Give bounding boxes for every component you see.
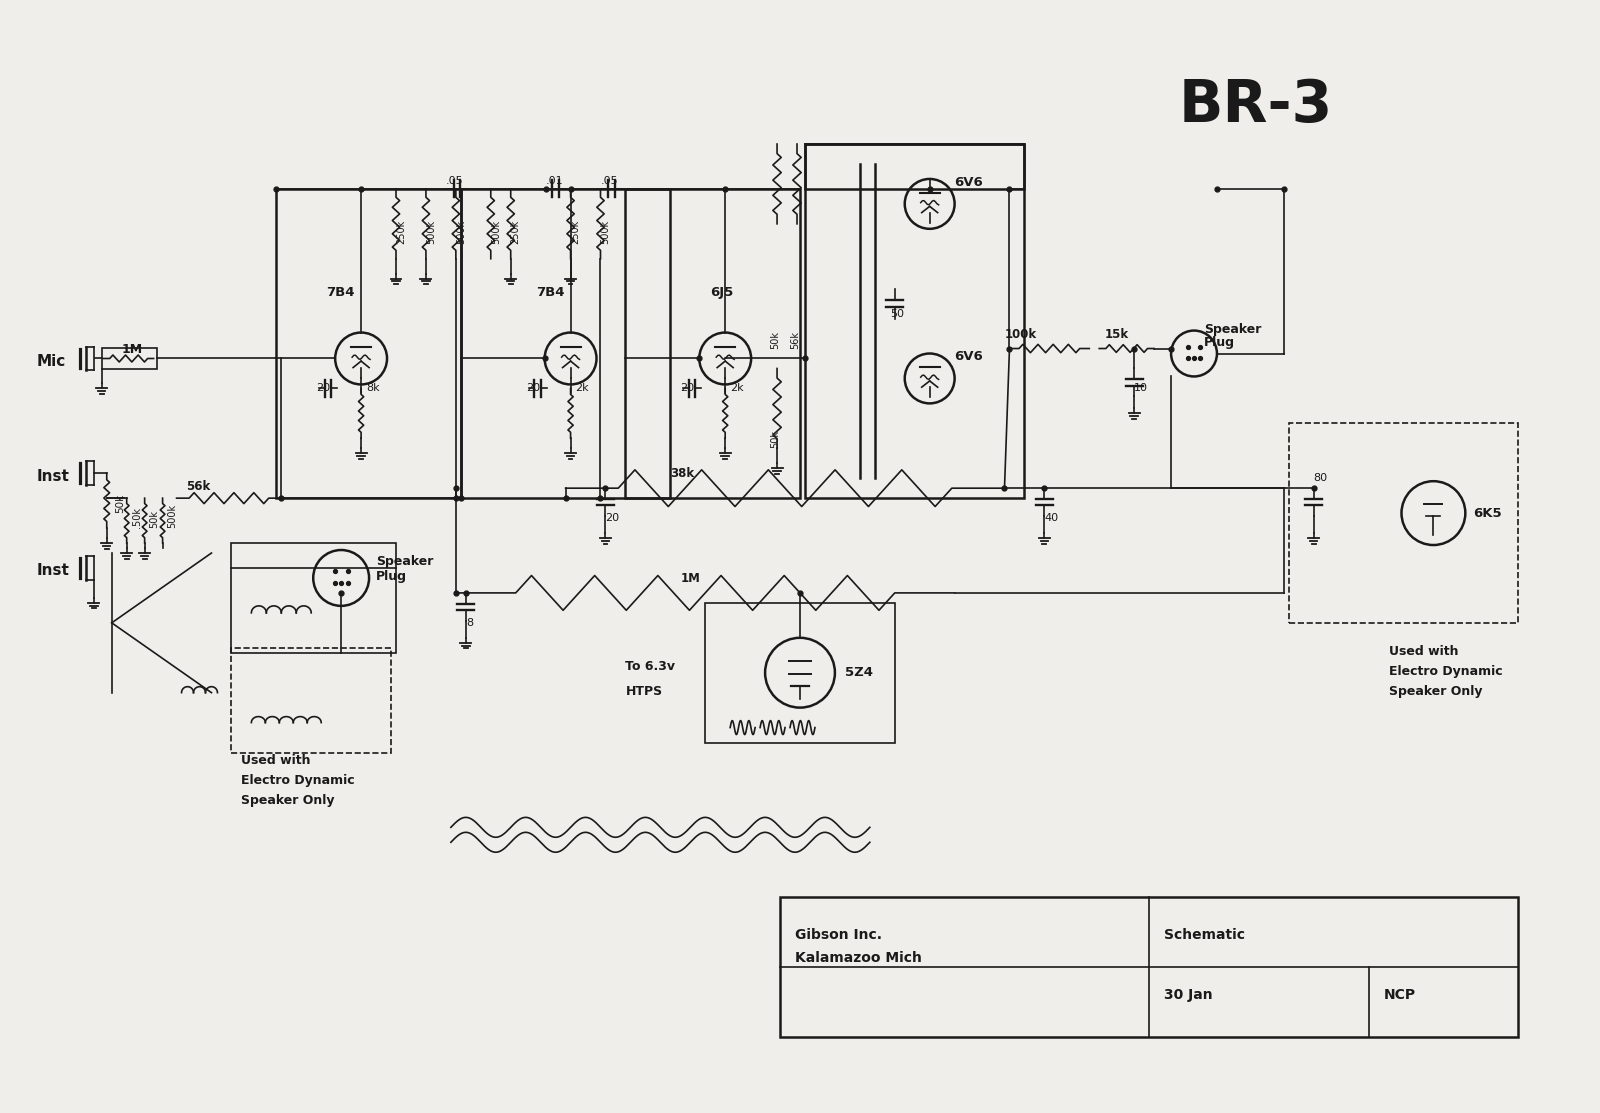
Text: 500k: 500k bbox=[168, 504, 178, 528]
Text: Electro Dynamic: Electro Dynamic bbox=[1389, 664, 1502, 678]
Bar bbox=[232, 543, 397, 652]
Text: Used with: Used with bbox=[1389, 644, 1458, 658]
Text: .05: .05 bbox=[446, 176, 464, 186]
Text: To 6.3v: To 6.3v bbox=[626, 660, 675, 672]
Text: Plug: Plug bbox=[376, 570, 406, 583]
Text: 50k: 50k bbox=[770, 331, 781, 348]
Text: Electro Dynamic: Electro Dynamic bbox=[242, 775, 355, 787]
Text: BR-3: BR-3 bbox=[1179, 77, 1333, 134]
Text: Speaker Only: Speaker Only bbox=[242, 795, 334, 807]
Text: 56k: 56k bbox=[790, 331, 800, 348]
Text: 250k: 250k bbox=[397, 219, 406, 244]
Text: 500k: 500k bbox=[456, 219, 466, 244]
Text: 6K5: 6K5 bbox=[1474, 506, 1502, 520]
Text: Schematic: Schematic bbox=[1165, 928, 1245, 942]
Text: 10: 10 bbox=[1134, 383, 1149, 393]
Text: Speaker Only: Speaker Only bbox=[1389, 684, 1482, 698]
Text: .05: .05 bbox=[600, 176, 618, 186]
Text: 80: 80 bbox=[1314, 473, 1328, 483]
Text: Plug: Plug bbox=[1203, 335, 1235, 348]
Bar bbox=[781, 897, 1518, 1037]
Text: Inst: Inst bbox=[37, 469, 70, 484]
Text: 50k: 50k bbox=[150, 510, 160, 528]
Text: 7B4: 7B4 bbox=[326, 286, 355, 298]
Text: NCP: NCP bbox=[1384, 988, 1416, 1002]
Text: 8k: 8k bbox=[366, 383, 379, 393]
Text: 56k: 56k bbox=[187, 480, 211, 493]
Text: Speaker: Speaker bbox=[376, 555, 434, 568]
Text: 6V6: 6V6 bbox=[955, 351, 984, 364]
Text: 38k: 38k bbox=[670, 467, 694, 480]
Text: 40: 40 bbox=[1045, 513, 1059, 523]
Bar bbox=[805, 144, 1024, 189]
Text: 2k: 2k bbox=[576, 383, 589, 393]
Bar bbox=[461, 189, 670, 499]
Bar bbox=[1288, 423, 1518, 623]
Text: Used with: Used with bbox=[242, 755, 310, 768]
Text: Kalamazoo Mich: Kalamazoo Mich bbox=[795, 951, 922, 965]
Text: 50: 50 bbox=[890, 308, 904, 318]
Text: 6J5: 6J5 bbox=[710, 286, 733, 298]
Bar bbox=[805, 144, 1024, 499]
Text: 20: 20 bbox=[605, 513, 619, 523]
Bar bbox=[277, 189, 461, 499]
Text: 100k: 100k bbox=[1005, 327, 1037, 341]
Text: 500k: 500k bbox=[600, 219, 611, 244]
Text: 8: 8 bbox=[466, 618, 474, 628]
Text: 20: 20 bbox=[526, 383, 539, 393]
Text: Inst: Inst bbox=[37, 563, 70, 579]
Text: 5Z4: 5Z4 bbox=[845, 667, 874, 679]
Text: 20: 20 bbox=[680, 383, 694, 393]
Text: 250k: 250k bbox=[571, 219, 581, 244]
Text: 1M: 1M bbox=[122, 343, 142, 355]
Text: .01: .01 bbox=[546, 176, 563, 186]
Text: 7B4: 7B4 bbox=[536, 286, 565, 298]
Bar bbox=[626, 189, 800, 499]
Text: 20: 20 bbox=[317, 383, 330, 393]
Text: .50k: .50k bbox=[131, 508, 142, 528]
Text: 6V6: 6V6 bbox=[955, 176, 984, 189]
Text: 50k: 50k bbox=[115, 494, 125, 513]
Text: 50k: 50k bbox=[770, 431, 781, 449]
Text: 500k: 500k bbox=[491, 219, 501, 244]
Text: 30 Jan: 30 Jan bbox=[1165, 988, 1213, 1002]
Text: 1M: 1M bbox=[680, 572, 701, 585]
Text: 15k: 15k bbox=[1104, 327, 1128, 341]
Text: 500k: 500k bbox=[426, 219, 435, 244]
Bar bbox=[232, 648, 390, 752]
Bar bbox=[706, 603, 894, 742]
Text: 2k: 2k bbox=[730, 383, 744, 393]
Text: Gibson Inc.: Gibson Inc. bbox=[795, 928, 882, 942]
Bar bbox=[102, 347, 157, 370]
Text: 250k: 250k bbox=[510, 219, 520, 244]
Text: Speaker: Speaker bbox=[1203, 323, 1261, 335]
Text: HTPS: HTPS bbox=[626, 684, 662, 698]
Text: Mic: Mic bbox=[37, 354, 66, 370]
